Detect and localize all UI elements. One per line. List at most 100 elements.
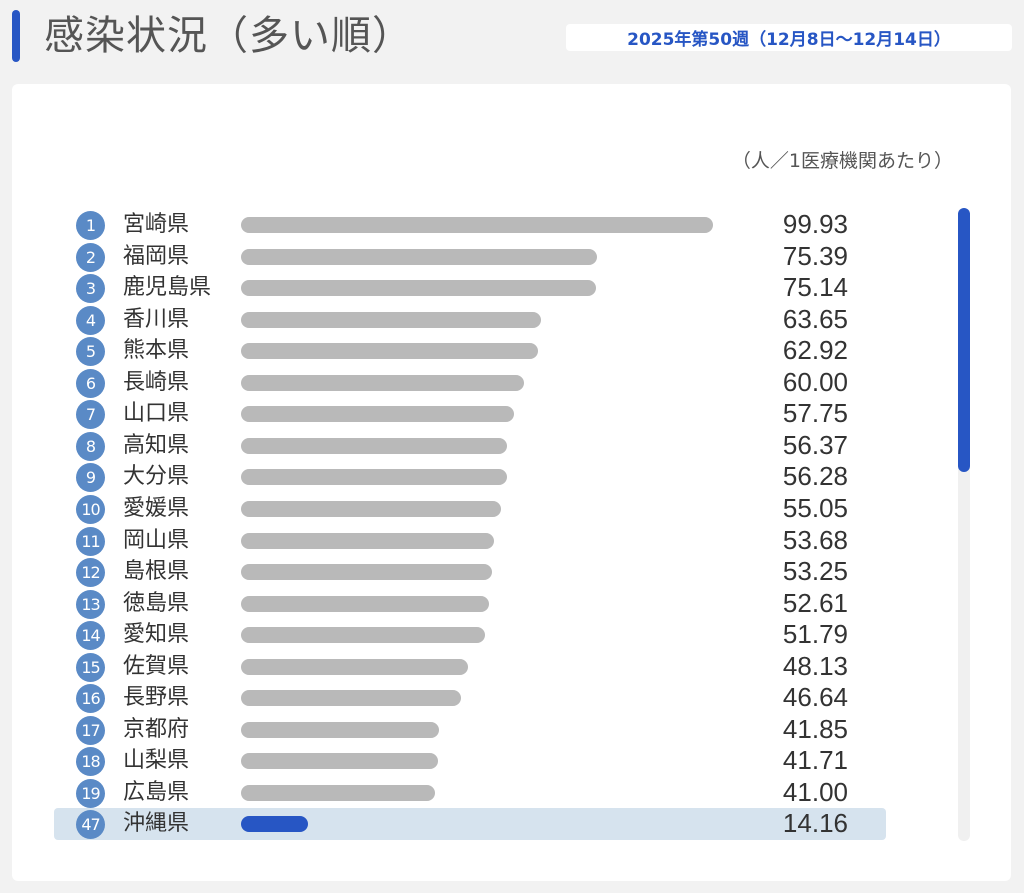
rank-badge: 4	[76, 305, 105, 335]
rank-badge: 15	[76, 652, 105, 682]
prefecture-label: 京都府	[123, 716, 190, 742]
rank-badge: 9	[76, 463, 105, 493]
prefecture-label: 山梨県	[123, 748, 190, 774]
page-title: 感染状況（多い順）	[44, 13, 413, 59]
value-bar	[241, 469, 507, 486]
prefecture-label: 鹿児島県	[123, 275, 212, 301]
value-bar	[241, 280, 596, 297]
scrollbar-track[interactable]	[958, 208, 970, 841]
value-label: 63.65	[782, 303, 848, 334]
value-label: 53.25	[782, 556, 848, 587]
rank-badge: 16	[76, 684, 105, 714]
rank-badge: 2	[76, 242, 105, 272]
value-bar	[241, 753, 438, 770]
rank-badge: 3	[76, 274, 105, 304]
ranking-row: 8 高知県 56.37	[12, 430, 892, 462]
prefecture-label: 愛媛県	[123, 495, 190, 521]
value-label: 51.79	[782, 619, 848, 650]
prefecture-label: 福岡県	[123, 243, 190, 269]
ranking-row: 11 岡山県 53.68	[12, 525, 892, 557]
prefecture-label: 佐賀県	[123, 653, 190, 679]
value-label: 99.93	[782, 209, 848, 239]
ranking-row: 3 鹿児島県 75.14	[12, 272, 892, 304]
ranking-row: 15 佐賀県 48.13	[12, 651, 892, 683]
prefecture-label: 愛知県	[123, 622, 190, 648]
value-label: 14.16	[782, 808, 848, 839]
value-label: 75.14	[782, 272, 848, 303]
ranking-row: 7 山口県 57.75	[12, 398, 892, 430]
value-label: 41.85	[782, 713, 848, 744]
value-label: 75.39	[782, 240, 848, 271]
value-label: 41.71	[782, 745, 848, 776]
value-bar	[241, 595, 490, 612]
rank-badge: 17	[76, 715, 105, 745]
ranking-row: 1 宮崎県 99.93	[12, 209, 892, 241]
title-accent-bar	[12, 10, 20, 62]
rank-badge: 10	[76, 494, 105, 524]
highlight-background	[54, 808, 886, 841]
ranking-row: 12 島根県 53.25	[12, 556, 892, 588]
value-bar	[241, 721, 439, 738]
prefecture-label: 沖縄県	[123, 811, 190, 837]
value-bar	[241, 500, 501, 517]
ranking-row: 10 愛媛県 55.05	[12, 493, 892, 525]
rank-badge: 8	[76, 431, 105, 461]
ranking-row: 2 福岡県 75.39	[12, 241, 892, 273]
ranking-row: 13 徳島県 52.61	[12, 588, 892, 620]
ranking-row: 47 沖縄県 14.16	[12, 808, 892, 841]
value-bar	[241, 816, 308, 833]
week-badge: 2025年第50週（12月8日〜12月14日）	[566, 24, 1012, 51]
value-bar	[241, 784, 435, 801]
value-label: 41.00	[782, 776, 848, 807]
ranking-row: 19 広島県 41.00	[12, 777, 892, 809]
value-bar	[241, 437, 508, 454]
prefecture-label: 大分県	[123, 464, 190, 490]
value-bar	[241, 532, 495, 549]
value-bar	[241, 627, 486, 644]
unit-label: （人／1医療機関あたり）	[731, 150, 953, 172]
value-bar	[241, 311, 542, 328]
value-label: 52.61	[782, 587, 848, 618]
prefecture-label: 熊本県	[123, 338, 190, 364]
value-bar	[241, 343, 538, 360]
prefecture-label: 宮崎県	[123, 212, 190, 237]
value-label: 62.92	[782, 335, 848, 366]
rank-badge: 7	[76, 400, 105, 430]
value-bar	[241, 217, 713, 233]
scrollbar-thumb[interactable]	[958, 208, 970, 472]
prefecture-label: 広島県	[123, 779, 190, 805]
value-bar	[241, 248, 597, 265]
prefecture-label: 香川県	[123, 306, 190, 332]
value-label: 55.05	[782, 492, 848, 523]
prefecture-label: 高知県	[123, 432, 190, 458]
rank-badge: 13	[76, 589, 105, 619]
ranking-row: 16 長野県 46.64	[12, 682, 892, 714]
value-label: 57.75	[782, 398, 848, 429]
prefecture-label: 長野県	[123, 685, 190, 711]
prefecture-label: 徳島県	[123, 590, 190, 616]
rank-badge: 18	[76, 747, 105, 777]
prefecture-label: 長崎県	[123, 369, 190, 395]
value-label: 53.68	[782, 524, 848, 555]
value-bar	[241, 374, 525, 391]
rank-badge: 19	[76, 778, 105, 808]
rank-badge: 14	[76, 621, 105, 651]
ranking-row: 4 香川県 63.65	[12, 304, 892, 336]
ranking-row: 14 愛知県 51.79	[12, 619, 892, 651]
ranking-row: 6 長崎県 60.00	[12, 367, 892, 399]
rank-badge: 1	[76, 211, 105, 240]
value-bar	[241, 564, 493, 581]
value-label: 56.28	[782, 461, 848, 492]
value-bar	[241, 658, 469, 675]
prefecture-label: 島根県	[123, 559, 190, 585]
ranking-row: 17 京都府 41.85	[12, 714, 892, 746]
rank-badge: 11	[76, 526, 105, 556]
value-label: 56.37	[782, 429, 848, 460]
prefecture-label: 岡山県	[123, 527, 190, 553]
rank-badge: 5	[76, 337, 105, 367]
value-label: 46.64	[782, 682, 848, 713]
prefecture-label: 山口県	[123, 401, 190, 427]
ranking-row: 9 大分県 56.28	[12, 461, 892, 493]
rank-badge: 47	[76, 810, 105, 840]
rank-badge: 12	[76, 558, 105, 588]
